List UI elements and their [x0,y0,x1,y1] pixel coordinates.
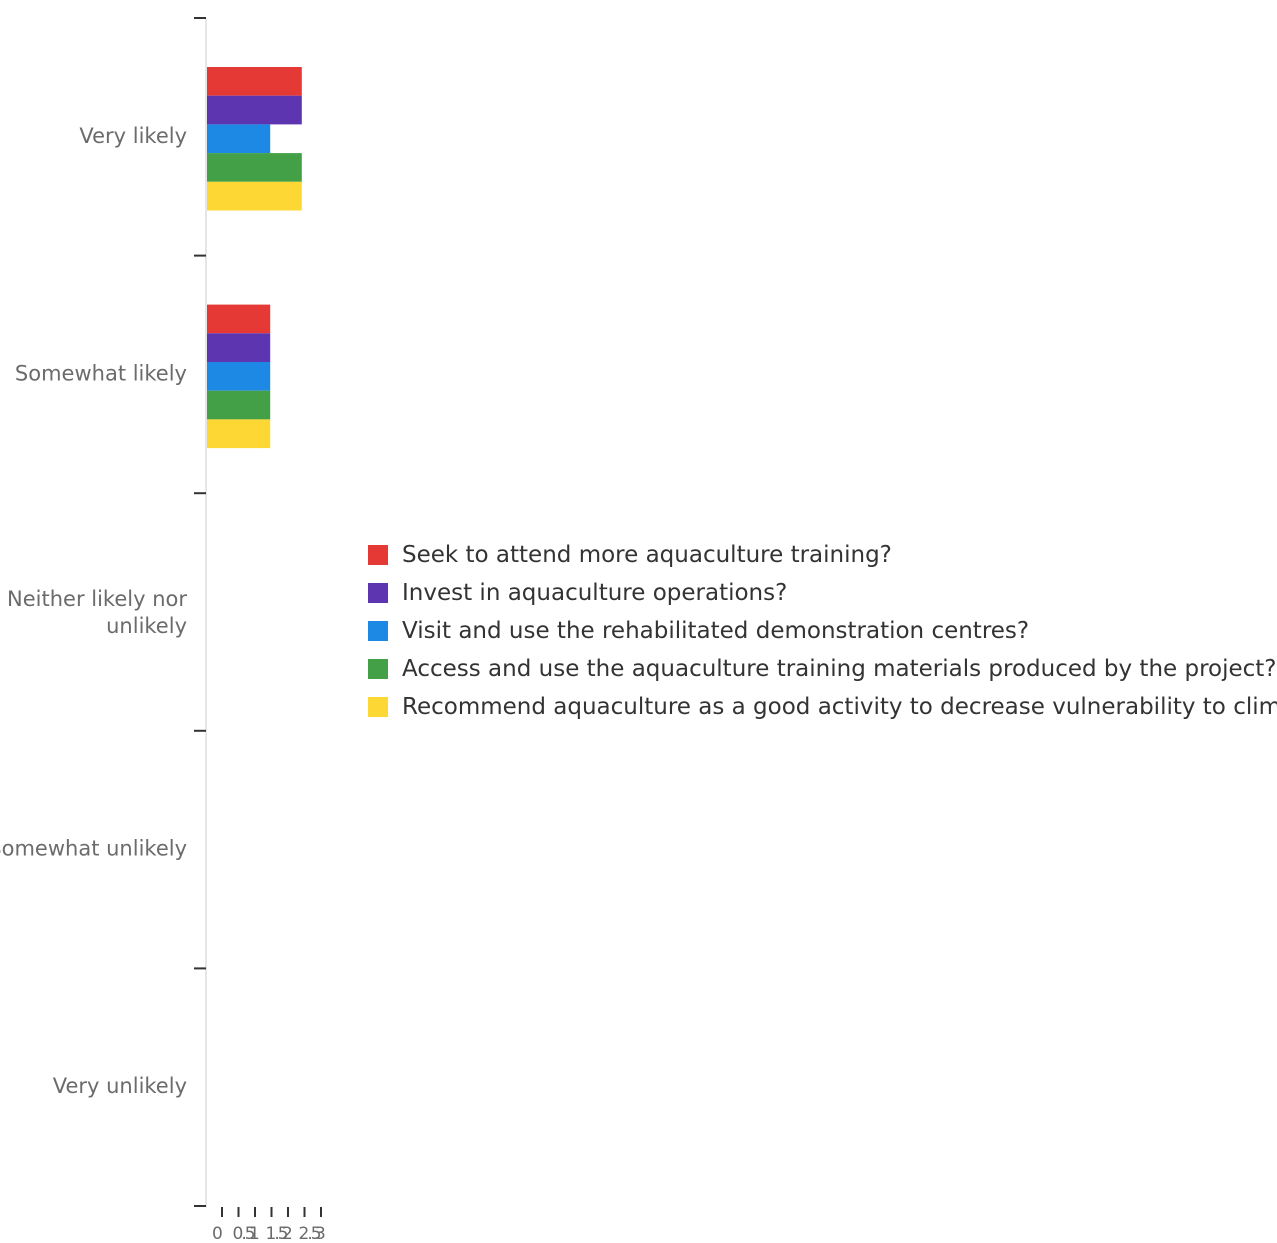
bar [207,153,302,182]
bar [207,304,271,334]
bar [207,333,271,362]
category-label: Very likely [79,124,187,148]
bar [207,95,302,125]
bar [207,181,302,211]
legend-swatch [368,621,388,641]
bar [207,67,302,96]
legend-swatch [368,659,388,679]
legend-swatch [368,697,388,717]
legend-label: Recommend aquaculture as a good activity… [402,694,1277,720]
category-label: Somewhat unlikely [0,837,187,861]
x-tick-label: 2.5 [299,1224,321,1243]
category-label: Neither likely nor unlikely [7,587,187,638]
bar [207,390,271,420]
x-tick-label: 1.5 [266,1224,288,1243]
legend-item: Seek to attend more aquaculture training… [368,536,1277,574]
legend-item: Invest in aquaculture operations? [368,574,1277,612]
legend-swatch [368,545,388,565]
legend-label: Invest in aquaculture operations? [402,580,788,606]
x-tick-label: 3 [315,1224,325,1243]
bar [207,124,271,154]
bar [207,419,271,449]
x-tick-label: 2 [282,1224,292,1243]
legend-item: Recommend aquaculture as a good activity… [368,688,1277,726]
legend-item: Visit and use the rehabilitated demonstr… [368,612,1277,650]
legend-label: Visit and use the rehabilitated demonstr… [402,618,1030,644]
category-label: Somewhat likely [15,361,187,385]
legend-label: Access and use the aquaculture training … [402,656,1277,682]
legend-swatch [368,583,388,603]
legend-label: Seek to attend more aquaculture training… [402,542,892,568]
legend-item: Access and use the aquaculture training … [368,650,1277,688]
category-label: Very unlikely [53,1074,187,1098]
x-tick-label: 0 [212,1224,222,1243]
x-tick-label: 1 [249,1224,259,1243]
bar [207,362,271,391]
legend: Seek to attend more aquaculture training… [368,536,1277,726]
x-tick-label: 0.5 [233,1224,255,1243]
